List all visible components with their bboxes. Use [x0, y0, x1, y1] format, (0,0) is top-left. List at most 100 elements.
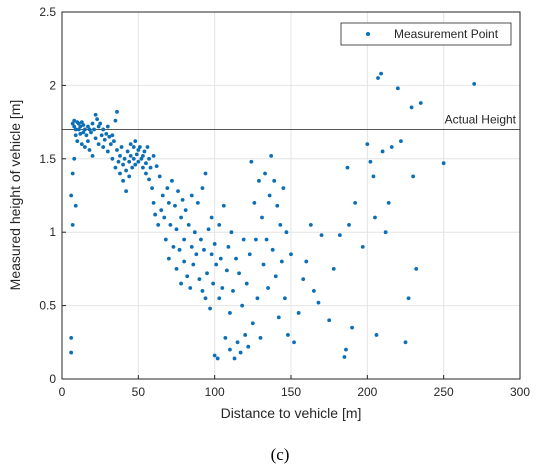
data-point	[235, 340, 240, 345]
data-point	[141, 153, 145, 158]
data-point	[373, 215, 377, 220]
data-point	[90, 121, 95, 126]
data-point	[223, 335, 228, 340]
x-tick-label: 300	[510, 385, 530, 399]
data-point	[221, 203, 226, 208]
data-point	[86, 139, 90, 144]
data-point	[200, 186, 205, 191]
data-point	[200, 289, 205, 293]
data-point	[75, 139, 80, 144]
data-point	[371, 174, 376, 179]
data-point	[84, 133, 89, 138]
data-point	[409, 105, 414, 110]
data-point	[368, 159, 373, 164]
data-point	[110, 156, 115, 161]
data-point	[188, 286, 193, 290]
data-point	[273, 274, 278, 279]
data-point	[73, 203, 78, 208]
data-point	[252, 200, 257, 205]
data-point	[185, 274, 190, 279]
data-point	[69, 350, 74, 355]
data-point	[168, 222, 173, 227]
data-point	[261, 262, 266, 267]
data-point	[376, 76, 380, 80]
data-point	[76, 127, 81, 132]
data-point	[217, 222, 222, 227]
data-point	[383, 230, 388, 235]
data-point	[89, 130, 93, 135]
data-point	[148, 165, 153, 170]
data-point	[403, 340, 408, 345]
data-point	[69, 335, 74, 340]
data-point	[389, 145, 394, 149]
data-point	[347, 222, 351, 227]
data-point	[87, 127, 92, 132]
data-point	[220, 286, 225, 290]
data-point	[121, 178, 125, 183]
data-point	[255, 296, 260, 301]
data-point	[90, 153, 95, 158]
data-point	[231, 289, 235, 293]
data-point	[93, 112, 98, 117]
data-point	[331, 267, 336, 271]
data-point	[83, 145, 87, 149]
data-point	[145, 145, 150, 149]
data-point	[218, 256, 223, 261]
data-point	[142, 149, 147, 154]
data-point	[217, 296, 222, 301]
data-point	[78, 124, 83, 129]
data-point	[186, 222, 191, 227]
data-point	[115, 109, 119, 114]
reference-line-group: Actual Height	[62, 112, 520, 130]
data-point	[260, 215, 264, 220]
legend-box	[340, 22, 512, 46]
data-point	[147, 156, 151, 161]
data-point	[199, 237, 203, 242]
data-point	[380, 149, 385, 154]
data-point	[232, 356, 237, 361]
data-point	[205, 271, 209, 276]
data-point	[350, 325, 354, 330]
data-point	[182, 259, 187, 264]
x-tick-label: 200	[357, 385, 377, 399]
legend-label: Measurement Point	[394, 27, 499, 41]
data-point	[170, 178, 174, 183]
data-point	[228, 311, 232, 315]
data-point	[78, 131, 83, 136]
data-point	[136, 159, 141, 164]
data-point	[258, 335, 263, 340]
data-point	[154, 164, 159, 169]
data-point	[112, 139, 116, 144]
axis-ticks: 0 50 100 150 200 250 300 0 0.5 1 1.5 2 2.5	[39, 5, 530, 399]
data-point	[124, 168, 129, 173]
data-point	[72, 118, 77, 123]
y-tick-label: 1	[49, 225, 56, 239]
data-point	[176, 189, 180, 193]
data-point	[118, 153, 122, 158]
data-point	[174, 267, 179, 271]
data-point	[281, 186, 286, 191]
x-tick-label: 50	[132, 385, 146, 399]
data-point	[116, 159, 121, 164]
data-point	[98, 121, 103, 126]
data-point	[208, 306, 212, 311]
data-point	[226, 244, 231, 249]
data-point	[215, 356, 220, 361]
y-tick-label: 0.5	[39, 299, 56, 313]
data-point	[327, 318, 332, 323]
data-point	[203, 171, 208, 176]
data-point	[159, 208, 164, 213]
data-point	[72, 156, 77, 161]
data-point	[119, 145, 124, 149]
x-tick-label: 100	[205, 385, 225, 399]
data-point	[153, 212, 158, 217]
data-point	[73, 127, 78, 132]
data-point	[104, 131, 109, 136]
data-point	[131, 156, 136, 161]
y-axis-label: Measured height of vehicle [m]	[7, 100, 23, 291]
data-point	[122, 156, 127, 161]
data-point	[137, 145, 142, 149]
data-point	[244, 281, 249, 286]
data-point	[113, 165, 118, 170]
data-point	[173, 203, 177, 208]
